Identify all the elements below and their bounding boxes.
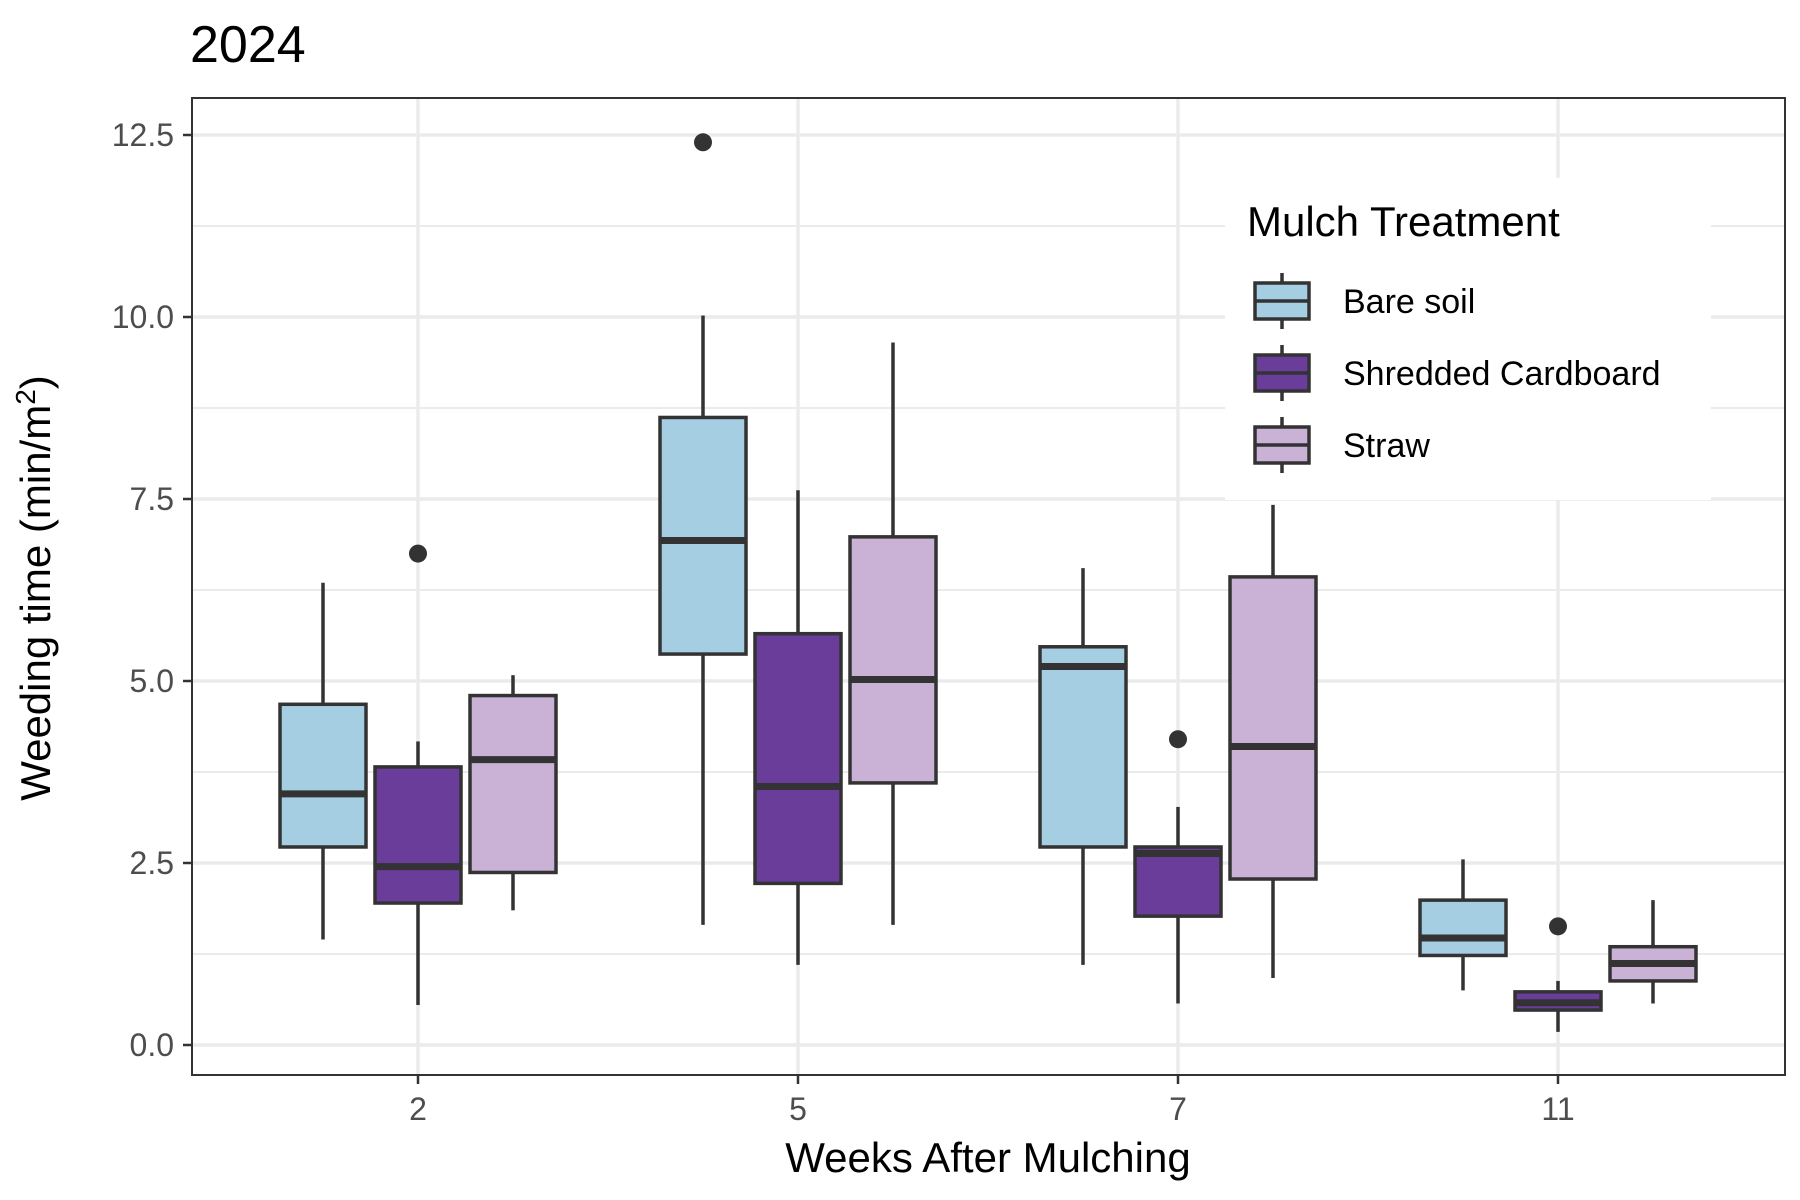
outlier-point (409, 544, 427, 563)
box (1608, 900, 1698, 1004)
y-axis-ticks: 0.0 2.5 5.0 7.5 10.0 12.5 (112, 117, 192, 1063)
x-tick-label: 11 (1541, 1091, 1574, 1127)
legend-label: Bare soil (1343, 283, 1475, 321)
box (468, 675, 558, 911)
box (1133, 730, 1223, 1004)
x-tick-label: 2 (409, 1091, 427, 1127)
legend-item: Bare soil (1253, 273, 1475, 329)
box-rect (278, 702, 368, 849)
series-shredded-cardboard (373, 490, 1603, 1032)
x-tick-label: 5 (789, 1091, 807, 1127)
series-bare-soil (278, 133, 1508, 991)
box (658, 133, 748, 925)
outlier-point (1549, 917, 1567, 936)
series-straw (468, 342, 1698, 1004)
outlier-point (1169, 730, 1187, 749)
y-tick-label: 10.0 (112, 299, 174, 335)
legend-title: Mulch Treatment (1247, 198, 1560, 245)
legend-label: Straw (1343, 427, 1430, 465)
box-rect (1133, 845, 1223, 918)
box (848, 342, 938, 925)
legend-item: Shredded Cardboard (1253, 345, 1661, 401)
x-tick-label: 7 (1169, 1091, 1187, 1127)
box-rect (848, 535, 938, 785)
plot-panel: Mulch Treatment Bare soil Shredded Cardbo… (191, 97, 1786, 1076)
y-tick-label: 0.0 (130, 1027, 174, 1063)
y-axis-title-main: Weeding time (min/m (12, 405, 59, 801)
legend-item: Straw (1253, 417, 1430, 473)
box (753, 490, 843, 965)
y-tick-label: 12.5 (112, 117, 174, 153)
box-rect (373, 765, 463, 905)
box-rect (1418, 898, 1508, 958)
y-tick-label: 7.5 (130, 481, 174, 517)
box-rect (658, 415, 748, 656)
box-rect (468, 693, 558, 875)
box (1228, 504, 1318, 979)
y-tick-label: 2.5 (130, 845, 174, 881)
y-axis-title-close: ) (12, 375, 59, 389)
box-rect (1038, 645, 1128, 849)
panel-border (191, 97, 1786, 1076)
box (373, 544, 463, 1005)
legend-label: Shredded Cardboard (1343, 355, 1661, 393)
legend: Mulch Treatment Bare soil Shredded Cardbo… (1225, 178, 1711, 500)
y-axis-title-superscript: 2 (10, 389, 41, 405)
chart-title: 2024 (190, 16, 306, 74)
box (278, 582, 368, 940)
x-axis-title: Weeks After Mulching (785, 1134, 1190, 1181)
box-rect (753, 631, 843, 886)
legend-items: Bare soil Shredded Cardboard Straw (1253, 273, 1661, 473)
box (1418, 859, 1508, 991)
box (1513, 917, 1603, 1032)
box (1038, 568, 1128, 965)
y-tick-label: 5.0 (130, 663, 174, 699)
y-axis-title: Weeding time (min/m2) (10, 375, 60, 801)
x-axis-ticks: 2 5 7 11 (409, 1075, 1575, 1127)
outlier-point (694, 133, 712, 152)
box-series (278, 133, 1698, 1032)
grid-lines (192, 98, 1785, 1075)
box-rect (1228, 575, 1318, 881)
